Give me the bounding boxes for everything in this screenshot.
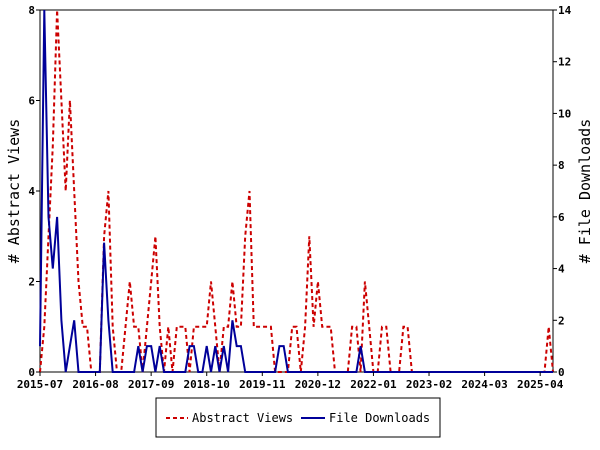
x-axis-tick-label: 2017-09 bbox=[128, 378, 174, 391]
right-axis-tick-label: 0 bbox=[558, 366, 565, 379]
legend-label-abstract-views: Abstract Views bbox=[192, 411, 293, 425]
x-axis-tick-label: 2016-08 bbox=[72, 378, 118, 391]
series-layer bbox=[39, 9, 554, 373]
x-axis-tick-label: 2022-01 bbox=[350, 378, 397, 391]
x-axis-tick-label: 2015-07 bbox=[17, 378, 63, 391]
right-axis-title: # File Downloads bbox=[576, 119, 594, 264]
right-axis: 0 2 4 6 8 10 12 14 bbox=[553, 4, 572, 379]
right-axis-tick-label: 4 bbox=[558, 263, 565, 276]
right-axis-tick-label: 14 bbox=[558, 4, 572, 17]
legend-label-file-downloads: File Downloads bbox=[329, 411, 430, 425]
left-axis-tick-label: 8 bbox=[28, 4, 35, 17]
legend-box bbox=[155, 397, 441, 438]
left-axis: 0 2 4 6 8 bbox=[28, 4, 40, 379]
left-axis-tick-label: 6 bbox=[28, 95, 35, 108]
right-axis-tick-label: 2 bbox=[558, 314, 565, 327]
plot-area bbox=[39, 9, 554, 373]
right-axis-tick-label: 10 bbox=[558, 107, 571, 120]
x-axis-tick-label: 2023-02 bbox=[406, 378, 452, 391]
right-axis-tick-label: 8 bbox=[558, 159, 565, 172]
right-axis-tick-label: 12 bbox=[558, 56, 571, 69]
right-axis-tick-label: 6 bbox=[558, 211, 565, 224]
left-axis-tick-label: 4 bbox=[28, 185, 35, 198]
x-axis-tick-label: 2019-11 bbox=[239, 378, 286, 391]
x-axis: 2015-07 2016-08 2017-09 2018-10 2019-11 2020-… bbox=[17, 372, 564, 391]
left-axis-tick-label: 0 bbox=[28, 366, 35, 379]
x-axis-tick-label: 2025-04 bbox=[517, 378, 564, 391]
x-axis-tick-label: 2018-10 bbox=[184, 378, 230, 391]
left-axis-tick-label: 2 bbox=[28, 276, 35, 289]
legend: Abstract Views File Downloads bbox=[155, 397, 441, 438]
x-axis-tick-label: 2024-03 bbox=[461, 378, 507, 391]
left-axis-title: # Abstract Views bbox=[5, 119, 23, 264]
x-axis-tick-label: 2020-12 bbox=[295, 378, 341, 391]
